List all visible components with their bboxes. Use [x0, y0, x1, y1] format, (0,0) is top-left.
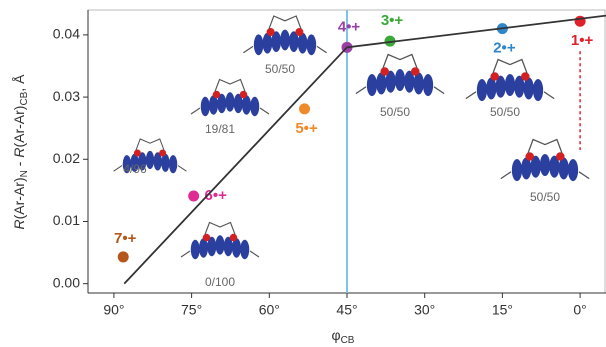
- y-tick-label: 0.02: [53, 150, 80, 166]
- orbital-lobe: [280, 30, 290, 51]
- ratio-label: 50/50: [530, 190, 560, 204]
- orbital-lobe: [423, 74, 433, 96]
- x-tick-label: 30°: [414, 302, 435, 318]
- orbital-lobe: [250, 97, 259, 117]
- y-tick-label: 0.03: [53, 88, 80, 104]
- atom: [203, 234, 211, 242]
- orbital-lobe: [254, 34, 264, 55]
- orbital-lobe: [240, 240, 249, 260]
- x-tick-label: 75°: [181, 302, 202, 318]
- atom: [380, 67, 389, 76]
- x-tick-label: 15°: [492, 302, 513, 318]
- chart: R(Ar-Ar)N - R(Ar-Ar)CB, Å φCB 0.000.010.…: [0, 0, 606, 347]
- orbital-lobe: [226, 92, 235, 112]
- ratio-label: 0/100: [205, 275, 235, 289]
- molecule-sketch: [191, 80, 269, 117]
- molecule-sketch: [501, 140, 589, 182]
- x-tick-label: 90°: [103, 302, 124, 318]
- atom: [159, 150, 166, 157]
- orbital-lobe: [216, 235, 225, 255]
- ratio-label: 50/50: [490, 105, 520, 119]
- orbital-lobe: [477, 79, 487, 101]
- orbital-lobe: [191, 240, 200, 260]
- point-label: 2•+: [493, 40, 516, 57]
- point-label: 5•+: [295, 120, 318, 137]
- label-part: (Ar-Ar): [11, 106, 27, 148]
- ratio-label: 50/50: [380, 105, 410, 119]
- atom: [267, 28, 275, 36]
- label-part: CB: [19, 91, 30, 105]
- molecule-sketch: [243, 16, 326, 55]
- ratio-label: 19/81: [205, 122, 235, 136]
- orbital-lobe: [307, 34, 317, 55]
- label-part: , Å: [11, 74, 27, 92]
- atom: [490, 72, 499, 81]
- atom: [240, 91, 248, 99]
- orbital-lobe: [367, 74, 377, 96]
- label-part: -: [11, 158, 27, 170]
- label-part: R: [11, 148, 27, 158]
- page: R(Ar-Ar)N - R(Ar-Ar)CB, Å φCB 0.000.010.…: [0, 0, 606, 347]
- atom: [521, 72, 530, 81]
- label-part: (Ar-Ar): [11, 177, 27, 219]
- y-tick-label: 0.01: [53, 212, 80, 228]
- data-point: [118, 251, 129, 262]
- data-point: [575, 16, 586, 27]
- orbital-lobe: [201, 97, 210, 117]
- data-point: [188, 190, 199, 201]
- point-label: 7•+: [114, 230, 137, 247]
- x-tick-label: 0°: [573, 302, 586, 318]
- point-label: 4•+: [338, 18, 361, 35]
- orbital-lobe: [533, 79, 543, 101]
- atom: [213, 91, 221, 99]
- data-point: [299, 103, 310, 114]
- label-part: φ: [332, 327, 341, 343]
- atom: [556, 152, 565, 161]
- atom: [230, 234, 238, 242]
- x-axis-label: φCB: [332, 327, 355, 346]
- point-label: 3•+: [381, 12, 404, 29]
- ratio-label: 4/96: [123, 162, 147, 176]
- orbital-lobe: [146, 151, 154, 169]
- atom: [525, 152, 534, 161]
- label-part: N: [19, 170, 30, 177]
- atom: [411, 67, 420, 76]
- y-tick-label: 0.04: [53, 26, 80, 42]
- x-tick-label: 60°: [259, 302, 280, 318]
- ratio-label: 50/50: [265, 62, 295, 76]
- molecule-sketch: [181, 223, 259, 260]
- y-axis-label: R(Ar-Ar)N - R(Ar-Ar)CB, Å: [11, 74, 30, 230]
- orbital-lobe: [568, 159, 578, 181]
- orbital-lobe: [169, 155, 177, 173]
- orbital-lobe: [540, 154, 550, 176]
- molecule-sketch: [466, 60, 554, 102]
- orbital-lobe: [395, 69, 405, 91]
- label-part: R: [11, 219, 27, 229]
- molecule-sketch: [356, 55, 444, 97]
- atom: [134, 150, 141, 157]
- y-tick-label: 0.00: [53, 274, 80, 290]
- orbital-lobe: [505, 74, 515, 96]
- label-part: CB: [341, 335, 355, 346]
- atom: [295, 28, 303, 36]
- x-tick-label: 45°: [336, 302, 357, 318]
- orbital-lobe: [512, 159, 522, 181]
- point-label: 1•+: [571, 32, 594, 49]
